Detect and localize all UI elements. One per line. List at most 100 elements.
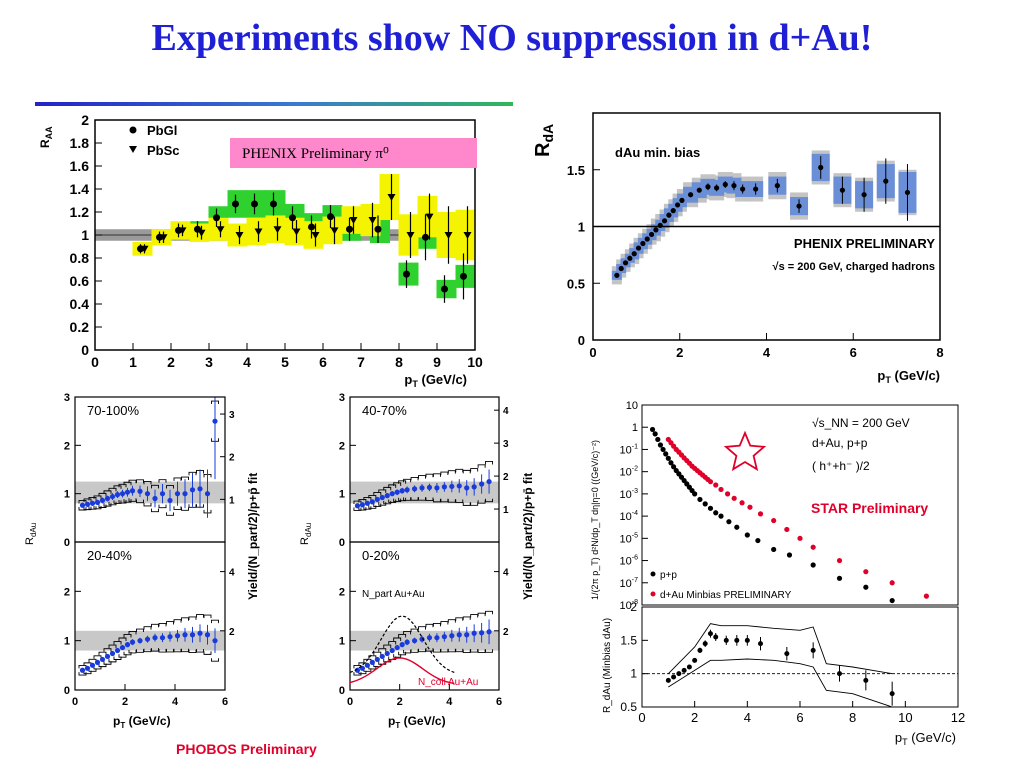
star-ratio-frame [641,606,959,708]
phobos-point [189,487,196,493]
phobos-sys-bracket [211,619,219,662]
phobos-point [441,484,447,490]
phobos-point [137,638,143,644]
pp-spectrum-point [702,501,708,507]
phobos-point [114,647,121,654]
ratio-envelope-upper [668,623,893,675]
legend-pbgl-marker [129,126,137,134]
phobos-point [486,629,492,635]
star-y-tick-exp: -6 [632,555,638,562]
phobos-point [79,502,86,508]
ratio-x-axis-label: pT (GeV/c) [895,730,956,747]
phobos-point [159,491,166,497]
data-point [670,208,676,214]
phobos-point [369,659,375,665]
phobos-y-tick-label: 1 [339,489,345,501]
y-tick-label: 0 [81,342,89,358]
ratio-x-tick-label: 2 [691,710,698,725]
star-y-tick-label: 10 [626,400,638,412]
phobos-sys-bracket [368,655,377,670]
y-tick-label: 0.6 [70,273,90,289]
phobos-y-tick-label: 2 [339,440,345,452]
phobos-panel-label: 0-20% [362,548,400,563]
phobos-right-tick-label: 2 [229,627,235,638]
dau-spectrum-point [863,569,869,575]
phobos-y-tick-label: 2 [64,586,70,598]
phobos-sys-bracket [83,498,92,511]
dau-spectrum-point [707,479,714,485]
phobos-sys-bracket [393,637,402,658]
dau-spectrum-point [713,482,719,488]
PbSc-point [216,226,225,234]
pp-spectrum-point [649,426,656,433]
x-axis-label: pT (GeV/c) [404,372,467,389]
pp-spectrum-point [668,460,674,466]
PbGl-point [251,200,258,208]
star-annotation-energy: √s_NN = 200 GeV [812,416,910,430]
phobos-y-tick-label: 1 [339,636,345,648]
PbSc-point [406,232,415,239]
PbSc-point [330,227,339,235]
phobos-right-axis-label: Yield/(N_part/2)/p+p̄ fit [246,473,260,600]
npart-label: N_part Au+Au [362,589,425,600]
ratio-point [665,677,671,683]
phobos-x-tick-label: 2 [122,696,128,708]
phobos-x-tick-label: 6 [496,696,502,708]
PbGl-point [374,225,382,233]
phobos-band [75,630,225,651]
phobos-sys-bracket [103,648,112,665]
star-chart: 10110-110-210-310-410-510-610-710-81/(2π… [590,400,965,747]
data-point [740,186,746,192]
star-y-tick-exp: -4 [632,510,638,517]
phobos-right-tick-label: 4 [503,568,509,579]
data-point [904,189,911,196]
ratio-y-tick-label: 1 [630,667,637,681]
ratio-x-tick-label: 10 [898,710,912,725]
PbSc-point [235,232,244,239]
phobos-y-tick-label: 2 [339,586,345,598]
phobos-point [109,493,116,500]
data-point [861,192,867,198]
data-point [774,183,780,189]
star-y-tick-label: 1 [632,422,638,434]
phobos-sys-bracket [173,619,182,653]
ratio-point [734,637,740,643]
pp-spectrum-point [663,451,669,457]
phobos-sys-bracket [393,482,402,503]
phobos-point [212,638,218,644]
phobos-x-tick-label: 4 [172,696,179,708]
phobos-point [374,656,380,663]
star-caption: STAR Preliminary [811,500,929,516]
star-y-tick-label: 10-1 [620,443,639,456]
data-point [644,236,650,242]
phobos-x-tick-label: 0 [72,696,78,708]
PbGl-point [308,223,315,231]
PbSc-point [140,245,149,253]
x-tick-label: 1 [129,354,137,370]
dau-spectrum-point [757,511,764,517]
data-point [648,231,655,238]
phobos-point [159,635,166,641]
dau-spectrum-point [739,500,745,506]
phobos-panel-label: 20-40% [87,548,132,563]
ratio-point [863,677,869,683]
phobos-sys-bracket [358,499,367,511]
data-point [653,227,659,233]
phobos-point [137,488,143,494]
data-point [666,212,672,218]
ncoll-label: N_coll Au+Au [418,677,478,688]
pp-spectrum-point [718,513,724,519]
y-tick-label: 0.5 [567,276,585,291]
data-point [674,202,681,208]
pp-spectrum-point [836,575,843,581]
phobos-sys-bracket [158,622,167,653]
legend-dau-marker [650,591,656,597]
ratio-y-tick-label: 2 [630,600,637,614]
PbSc-point [197,229,206,237]
pp-spectrum-point [657,442,664,448]
phobos-sys-bracket [88,496,97,510]
x-tick-label: 0 [91,354,99,370]
ratio-point [723,637,729,643]
star-y-tick-exp: -2 [632,466,638,473]
phobos-y-tick-label: 3 [64,392,70,404]
